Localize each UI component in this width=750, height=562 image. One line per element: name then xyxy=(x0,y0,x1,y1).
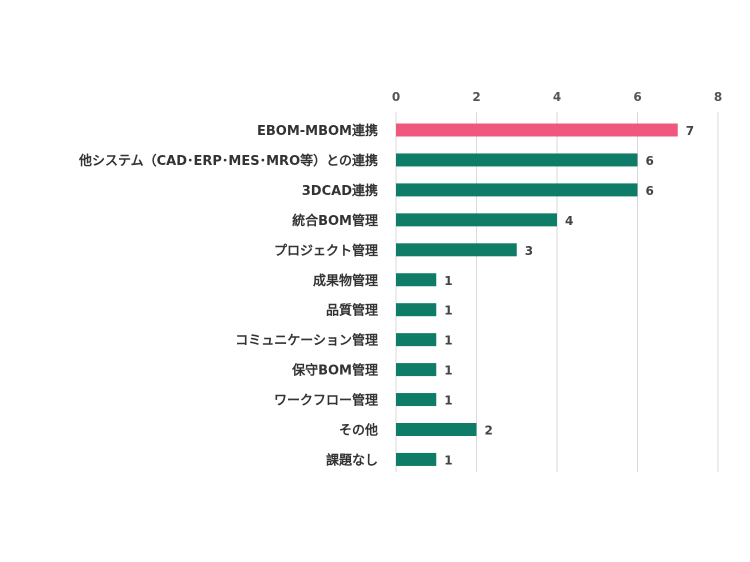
bar xyxy=(396,243,517,257)
category-label: プロジェクト管理 xyxy=(274,243,378,259)
data-label: 3 xyxy=(525,244,533,258)
x-axis-ticks: 0 2 4 6 8 xyxy=(392,90,722,104)
category-label: コミュニケーション管理 xyxy=(235,333,378,349)
category-label: その他 xyxy=(339,423,378,439)
bar-highlighted xyxy=(396,123,678,137)
gridlines xyxy=(395,112,719,472)
bar xyxy=(396,363,437,377)
data-label: 1 xyxy=(444,453,452,467)
data-label: 4 xyxy=(565,214,573,228)
x-tick-label: 4 xyxy=(553,90,561,104)
bar xyxy=(396,273,437,287)
category-label: 3DCAD連携 xyxy=(302,183,378,199)
x-tick-label: 0 xyxy=(392,90,400,104)
bar xyxy=(396,153,638,167)
bar xyxy=(396,423,477,436)
bar xyxy=(396,213,557,227)
x-tick-label: 8 xyxy=(714,90,722,104)
bar xyxy=(396,393,437,407)
bar xyxy=(396,452,437,466)
category-label: ワークフロー管理 xyxy=(274,393,378,409)
category-label: 他システム（CAD･ERP･MES･MRO等）との連携 xyxy=(78,153,378,169)
data-label: 6 xyxy=(646,184,654,198)
bar xyxy=(396,303,437,317)
data-labels: 7 6 6 4 3 1 1 1 1 1 2 1 xyxy=(444,124,694,467)
category-label: 成果物管理 xyxy=(313,273,378,289)
category-label: 品質管理 xyxy=(326,303,378,319)
category-label: 統合BOM管理 xyxy=(292,213,378,229)
data-label: 6 xyxy=(646,154,654,168)
data-label: 1 xyxy=(444,274,452,288)
data-label: 7 xyxy=(686,124,694,138)
bars xyxy=(396,123,678,466)
category-label: 課題なし xyxy=(326,452,378,468)
data-label: 1 xyxy=(444,304,452,318)
data-label: 1 xyxy=(444,334,452,348)
data-label: 2 xyxy=(485,424,493,438)
category-label: 保守BOM管理 xyxy=(291,363,378,379)
category-label: EBOM-MBOM連携 xyxy=(257,123,378,139)
data-label: 1 xyxy=(444,394,452,408)
bar xyxy=(396,333,437,347)
x-tick-label: 6 xyxy=(633,90,641,104)
bar xyxy=(396,183,638,197)
x-tick-label: 2 xyxy=(472,90,480,104)
data-label: 1 xyxy=(444,364,452,378)
